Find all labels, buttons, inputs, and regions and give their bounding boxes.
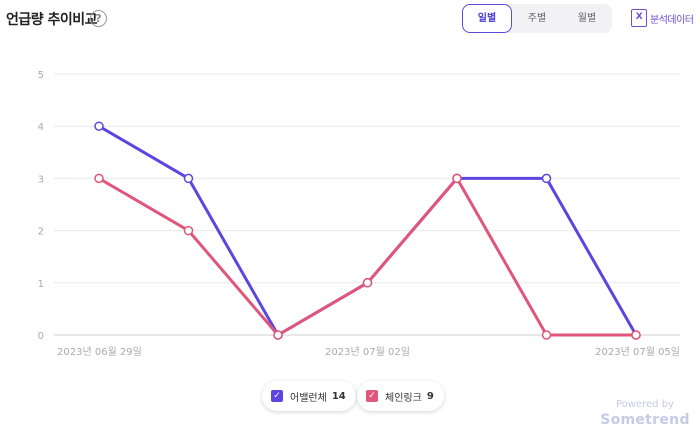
header: 언급량 추이비교 ? 일별 주별 월별 X 분석데이터 — [0, 0, 700, 40]
x-tick-label: 2023년 07월 05일 — [595, 346, 680, 358]
y-tick-label: 1 — [38, 279, 44, 290]
data-point — [452, 173, 462, 184]
powered-by: Powered by Sometrend — [600, 399, 690, 428]
data-point — [183, 225, 194, 236]
legend-count: 9 — [426, 390, 434, 402]
legend-label: 어밸런체 — [290, 392, 327, 404]
legend-count: 14 — [331, 390, 346, 402]
data-point — [94, 173, 104, 184]
data-point — [183, 173, 194, 184]
powered-by-text: Powered by — [616, 399, 674, 410]
period-tabs: 일별 주별 월별 — [462, 4, 612, 33]
legend-item-series-0[interactable]: ✓ 어밸런체 14 — [262, 381, 356, 411]
x-tick-label: 2023년 06월 29일 — [57, 346, 142, 358]
checkbox-icon: ✓ — [366, 390, 378, 402]
y-tick-label: 4 — [38, 122, 44, 133]
data-point — [631, 330, 641, 340]
export-data-button[interactable]: X 분석데이터 — [631, 8, 694, 28]
data-point — [94, 121, 104, 131]
tab-monthly[interactable]: 월별 — [577, 13, 597, 24]
help-icon[interactable]: ? — [90, 10, 107, 27]
data-point — [541, 173, 552, 184]
page-title: 언급량 추이비교 — [6, 12, 98, 28]
tab-daily[interactable]: 일별 — [462, 4, 512, 33]
brand-logo: Sometrend — [600, 412, 690, 428]
data-point — [541, 330, 552, 340]
legend-item-series-1[interactable]: ✓ 체인링크 9 — [357, 381, 444, 411]
x-tick-label: 2023년 07월 02일 — [325, 346, 410, 358]
y-tick-label: 0 — [38, 331, 44, 342]
checkbox-icon: ✓ — [271, 390, 283, 402]
data-point — [273, 330, 283, 340]
data-point — [362, 278, 373, 288]
legend-label: 체인링크 — [385, 392, 422, 404]
tab-weekly[interactable]: 주별 — [527, 13, 547, 24]
excel-icon: X — [631, 9, 647, 27]
export-data-label: 분석데이터 — [650, 14, 694, 26]
y-tick-label: 2 — [38, 227, 44, 238]
series-line — [97, 176, 638, 337]
y-tick-label: 3 — [38, 174, 44, 185]
y-tick-label: 5 — [38, 70, 44, 81]
